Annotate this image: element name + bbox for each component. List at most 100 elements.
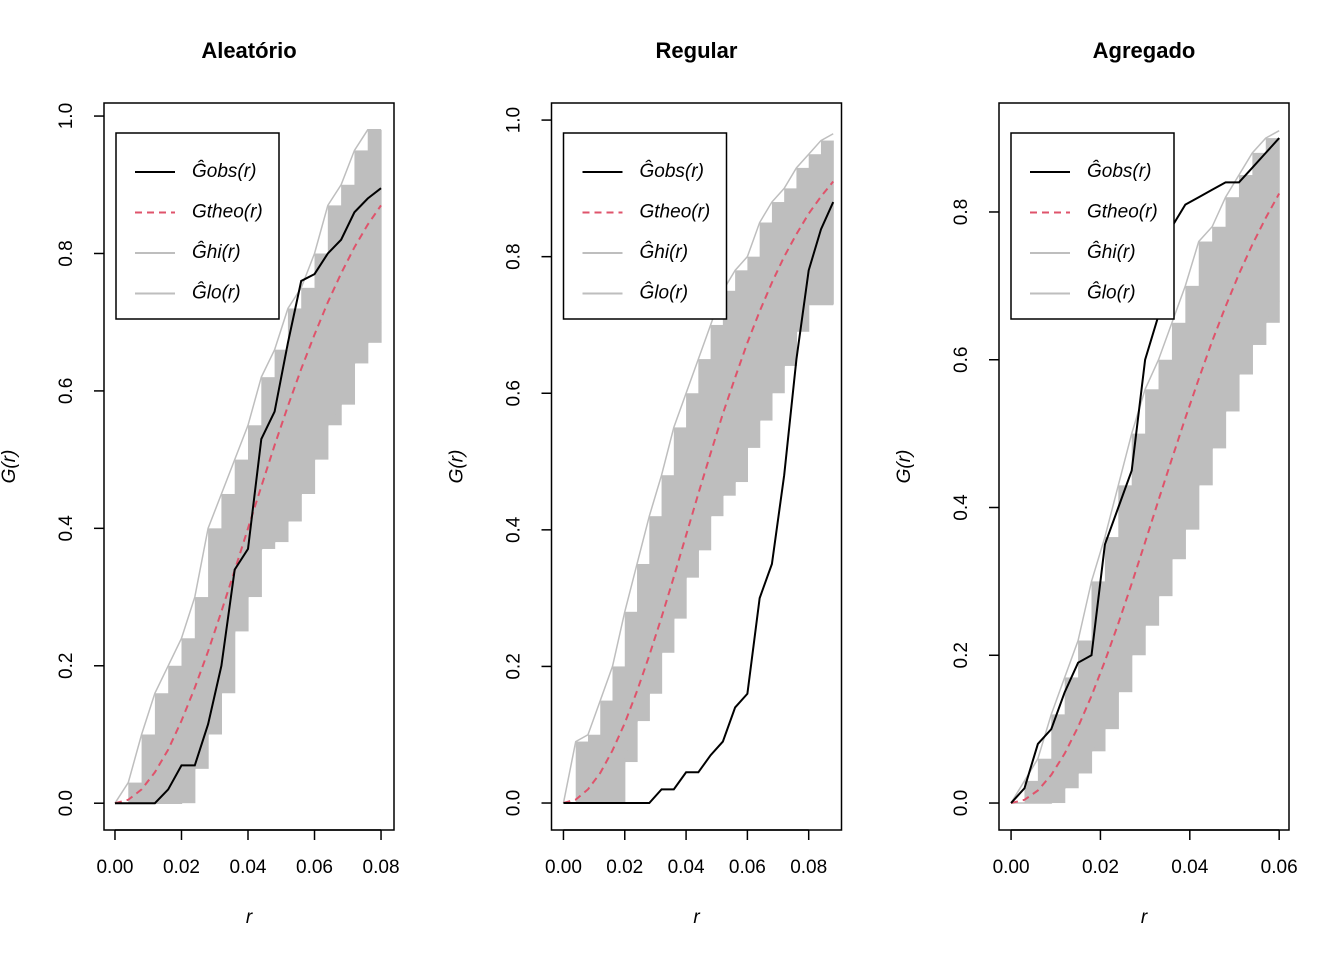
y-tick-label: 0.8 [56,240,77,266]
y-tick-label: 0.2 [504,653,525,679]
envelope-band [1104,537,1119,730]
envelope-band [1158,359,1173,597]
envelope-band [759,222,773,421]
envelope-band [287,308,302,522]
y-tick-label: 0.0 [504,790,525,816]
envelope-band [808,154,822,305]
envelope-band [686,393,699,578]
envelope-band [600,700,614,804]
chart-title: Aleatório [201,38,296,63]
panel: Regular r G(r) 0.00 0.02 0.04 0.06 0.08 0.0 0.2 0.… [447,38,843,928]
chart-title: Agregado [1093,38,1196,63]
x-tick-label: 0.06 [296,857,333,878]
envelope-band [234,459,249,632]
envelope-band [314,253,329,460]
envelope-band [154,693,169,804]
y-tick-label: 0.6 [951,347,972,373]
legend-label: Ĝlo(r) [1087,282,1136,304]
envelope-band [341,184,356,405]
x-tick-label: 0.04 [1171,857,1208,878]
envelope-band [168,665,183,804]
envelope-band [1131,433,1146,656]
x-tick-label: 0.00 [993,857,1030,878]
legend-label: Gtheo(r) [1087,202,1158,223]
y-tick-label: 0.2 [951,642,972,668]
envelope-band [1078,640,1093,774]
legend-label: Ĝlo(r) [192,282,241,304]
x-tick-label: 0.04 [230,857,267,878]
envelope-band [587,734,601,804]
legend-label: Ĝhi(r) [192,241,241,263]
legend-label: Ĝobs(r) [640,160,704,182]
envelope-band [194,597,209,769]
y-axis-label: G(r) [447,450,468,484]
series-line [562,133,834,804]
y-tick-label: 0.4 [951,494,972,521]
x-tick-label: 0.08 [790,857,827,878]
envelope-band [624,611,638,763]
envelope-band [784,188,798,366]
x-tick-label: 0.00 [96,857,133,878]
envelope-band [771,202,785,394]
y-tick-label: 0.0 [951,790,972,816]
y-axis-label: G(r) [894,450,915,484]
legend-box [115,132,280,320]
envelope-band [1064,677,1079,789]
envelope-band [1198,241,1213,486]
x-axis-label: r [693,907,700,928]
legend-label: Ĝobs(r) [1087,160,1151,182]
envelope-band [128,782,143,804]
legend-label: Ĝobs(r) [192,160,256,182]
series-line [563,201,835,805]
envelope-band [327,205,342,426]
envelope-band [1145,389,1160,626]
y-tick-label: 0.4 [504,516,525,543]
y-tick-label: 1.0 [56,103,77,129]
x-axis-label: r [1141,907,1148,928]
chart-title: Regular [656,38,738,63]
x-tick-label: 0.00 [545,857,582,878]
legend-label: Ĝlo(r) [640,282,689,304]
envelope-band [1265,138,1280,323]
series-line [114,204,382,805]
series-line [114,321,382,804]
y-tick-label: 0.8 [504,243,525,269]
y-tick-label: 1.0 [504,107,525,133]
envelope-band [1118,485,1133,693]
y-tick-label: 0.8 [951,199,972,225]
y-tick-label: 0.6 [504,380,525,406]
envelope-band [1252,152,1267,345]
series-line [114,129,382,804]
envelope-band [141,734,156,804]
envelope-band [747,256,761,448]
y-tick-label: 0.6 [56,378,77,404]
envelope-band [1051,714,1066,804]
legend-box [562,132,728,320]
legend-label: Ĝhi(r) [1087,241,1136,263]
x-tick-label: 0.06 [1261,857,1298,878]
panel: Agregado r G(r) 0.00 0.02 0.04 0.06 0.0 0.2 0.4 0.… [894,38,1298,928]
envelope-band [575,741,589,804]
envelope-band [1238,175,1253,375]
x-axis-label: r [246,907,253,928]
envelope-band [649,516,663,694]
x-tick-label: 0.04 [668,857,705,878]
x-tick-label: 0.02 [163,857,200,878]
envelope-band [1212,226,1227,449]
y-tick-label: 0.4 [56,515,77,542]
envelope-band [354,150,369,364]
series-line [1010,137,1280,804]
envelope-band [1185,285,1200,530]
series-line [1011,300,1280,804]
legend-label: Gtheo(r) [192,202,263,223]
x-tick-label: 0.02 [606,857,643,878]
y-tick-label: 0.0 [56,790,77,816]
envelope-band [735,270,748,483]
legend-label: Ĝhi(r) [640,241,689,263]
envelope-band [820,140,834,305]
y-axis-label: G(r) [0,450,20,484]
legend-box [1010,132,1175,320]
envelope-band [661,475,675,653]
x-tick-label: 0.06 [729,857,766,878]
